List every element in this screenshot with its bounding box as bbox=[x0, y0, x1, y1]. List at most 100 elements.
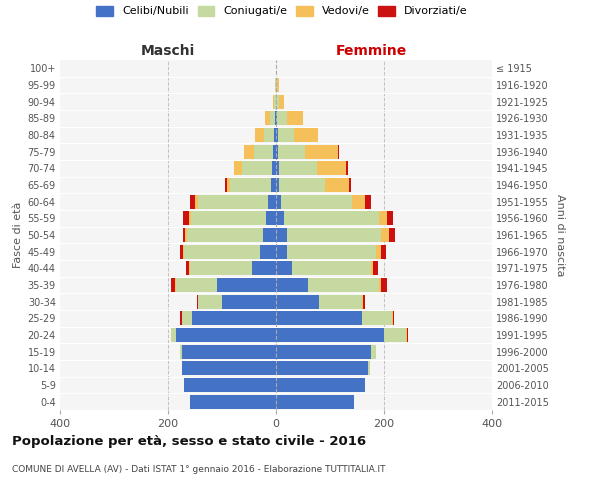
Bar bbox=[379, 278, 382, 292]
Bar bbox=[276, 78, 277, 92]
Bar bbox=[276, 361, 368, 376]
Bar bbox=[387, 211, 393, 226]
Bar bbox=[276, 194, 281, 209]
Bar bbox=[287, 112, 303, 126]
Bar bbox=[234, 162, 242, 175]
Bar bbox=[392, 311, 393, 326]
Bar bbox=[277, 78, 278, 92]
Bar bbox=[227, 178, 230, 192]
Bar bbox=[198, 294, 222, 308]
Bar bbox=[373, 261, 377, 276]
Bar bbox=[175, 278, 176, 292]
Bar bbox=[376, 244, 382, 259]
Bar bbox=[268, 194, 276, 209]
Bar bbox=[269, 112, 275, 126]
Bar bbox=[183, 244, 184, 259]
Bar bbox=[260, 244, 276, 259]
Bar bbox=[276, 128, 278, 142]
Bar bbox=[184, 244, 260, 259]
Bar bbox=[287, 244, 376, 259]
Bar bbox=[276, 378, 365, 392]
Bar bbox=[278, 144, 305, 159]
Bar bbox=[242, 162, 272, 175]
Bar bbox=[325, 178, 349, 192]
Bar bbox=[352, 194, 365, 209]
Bar bbox=[379, 211, 387, 226]
Bar bbox=[225, 178, 227, 192]
Bar bbox=[278, 94, 284, 109]
Bar bbox=[276, 328, 384, 342]
Bar bbox=[308, 278, 379, 292]
Bar bbox=[382, 244, 386, 259]
Bar bbox=[276, 112, 277, 126]
Bar bbox=[182, 344, 276, 359]
Bar bbox=[276, 228, 287, 242]
Bar bbox=[276, 344, 371, 359]
Bar bbox=[171, 278, 175, 292]
Bar bbox=[407, 328, 408, 342]
Bar bbox=[244, 144, 254, 159]
Bar bbox=[266, 211, 276, 226]
Text: Maschi: Maschi bbox=[141, 44, 195, 58]
Bar bbox=[181, 344, 182, 359]
Bar bbox=[185, 228, 187, 242]
Bar bbox=[276, 211, 284, 226]
Bar bbox=[276, 261, 292, 276]
Bar bbox=[190, 261, 252, 276]
Bar bbox=[276, 144, 278, 159]
Text: COMUNE DI AVELLA (AV) - Dati ISTAT 1° gennaio 2016 - Elaborazione TUTTITALIA.IT: COMUNE DI AVELLA (AV) - Dati ISTAT 1° ge… bbox=[12, 465, 386, 474]
Bar bbox=[393, 311, 394, 326]
Bar bbox=[198, 194, 268, 209]
Bar bbox=[362, 294, 364, 308]
Legend: Celibi/Nubili, Coniugati/e, Vedovi/e, Divorziati/e: Celibi/Nubili, Coniugati/e, Vedovi/e, Di… bbox=[97, 6, 467, 16]
Bar bbox=[271, 178, 276, 192]
Bar bbox=[254, 144, 274, 159]
Bar bbox=[305, 144, 338, 159]
Bar bbox=[276, 278, 308, 292]
Bar bbox=[338, 144, 339, 159]
Bar bbox=[274, 144, 276, 159]
Bar bbox=[182, 361, 276, 376]
Bar bbox=[190, 394, 276, 409]
Bar bbox=[294, 128, 318, 142]
Bar bbox=[368, 361, 370, 376]
Bar bbox=[182, 211, 189, 226]
Bar bbox=[191, 211, 266, 226]
Bar bbox=[319, 294, 362, 308]
Bar bbox=[274, 128, 276, 142]
Bar bbox=[265, 112, 269, 126]
Bar bbox=[263, 128, 274, 142]
Bar bbox=[406, 328, 407, 342]
Bar bbox=[189, 211, 191, 226]
Text: Popolazione per età, sesso e stato civile - 2016: Popolazione per età, sesso e stato civil… bbox=[12, 435, 366, 448]
Bar bbox=[272, 162, 276, 175]
Bar bbox=[384, 328, 406, 342]
Bar bbox=[382, 228, 389, 242]
Bar bbox=[230, 178, 271, 192]
Bar bbox=[276, 178, 278, 192]
Bar bbox=[382, 278, 386, 292]
Y-axis label: Anni di nascita: Anni di nascita bbox=[554, 194, 565, 276]
Bar bbox=[275, 112, 276, 126]
Bar bbox=[181, 244, 183, 259]
Bar bbox=[180, 311, 182, 326]
Bar bbox=[190, 194, 195, 209]
Bar bbox=[362, 311, 392, 326]
Bar bbox=[287, 228, 382, 242]
Bar bbox=[389, 228, 395, 242]
Bar bbox=[371, 344, 376, 359]
Bar bbox=[263, 228, 276, 242]
Bar bbox=[276, 94, 278, 109]
Bar bbox=[188, 261, 190, 276]
Text: Femmine: Femmine bbox=[335, 44, 407, 58]
Bar bbox=[317, 162, 346, 175]
Bar bbox=[171, 328, 176, 342]
Bar bbox=[274, 94, 276, 109]
Bar bbox=[349, 178, 350, 192]
Bar bbox=[276, 162, 278, 175]
Bar bbox=[277, 112, 287, 126]
Bar bbox=[276, 394, 354, 409]
Bar bbox=[278, 178, 325, 192]
Bar bbox=[346, 162, 348, 175]
Bar bbox=[371, 261, 373, 276]
